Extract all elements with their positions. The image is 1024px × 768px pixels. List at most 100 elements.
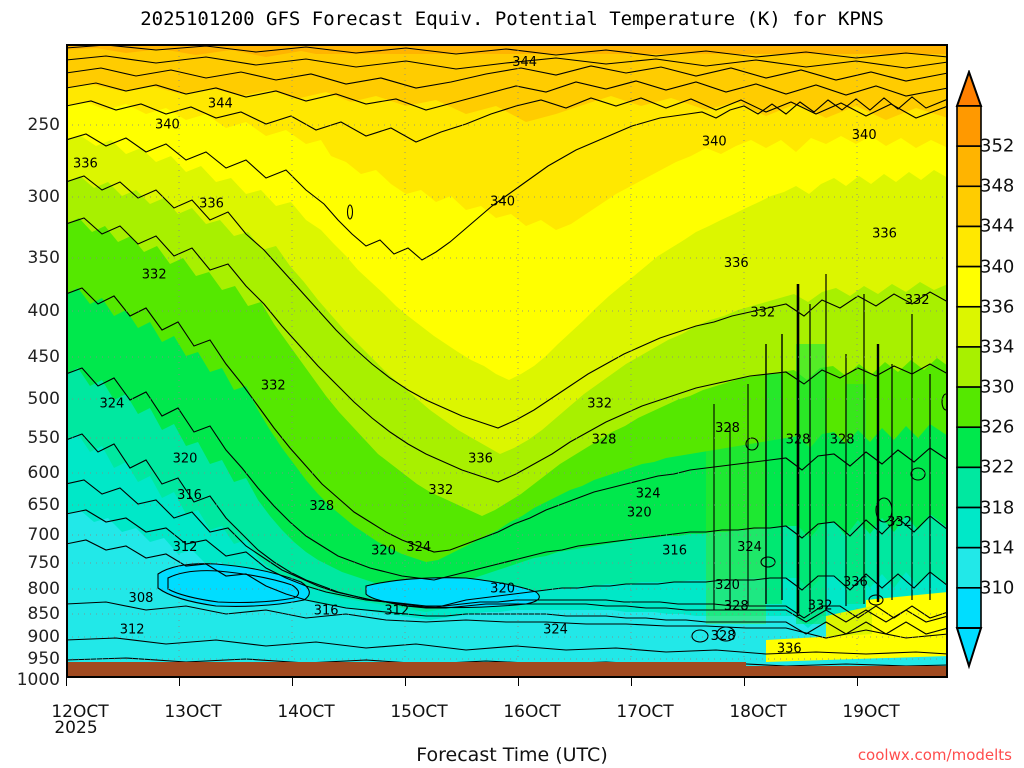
y-tick-250: 250 — [27, 115, 60, 135]
colorbar-svg — [955, 68, 983, 670]
colorbar-band — [956, 587, 982, 629]
contour-label: 320 — [627, 505, 652, 520]
contour-label: 328 — [786, 432, 811, 447]
page-title: 2025101200 GFS Forecast Equiv. Potential… — [140, 8, 884, 30]
contour-label: 340 — [702, 134, 727, 149]
y-tick-950: 950 — [27, 649, 60, 669]
contour-label: 324 — [636, 486, 661, 501]
contour-label: 324 — [543, 623, 568, 638]
contour-label: 336 — [777, 642, 802, 657]
contour-label: 336 — [468, 451, 493, 466]
y-tick-300: 300 — [27, 187, 60, 207]
colorbar-band — [956, 225, 982, 268]
contour-label: 320 — [173, 451, 198, 466]
y-tick-900: 900 — [27, 627, 60, 647]
contour-label: 340 — [852, 128, 877, 143]
x-axis-title: Forecast Time (UTC) — [416, 744, 608, 766]
contour-label: 328 — [715, 421, 740, 436]
contour-plot: 3443443443443403403403403403403403403363… — [66, 44, 948, 678]
contour-label: 320 — [715, 578, 740, 593]
contour-label: 332 — [905, 293, 930, 308]
colorbar-band — [956, 426, 982, 469]
colorbar-tick-label: 334 — [980, 336, 1015, 358]
colorbar-band — [956, 546, 982, 589]
x-tick-13oct: 13OCT — [164, 702, 222, 722]
y-tick-350: 350 — [27, 248, 60, 268]
contour-label: 324 — [406, 540, 431, 555]
contour-label: 332 — [261, 379, 286, 394]
y-axis: 250 300 350 400 450 500 550 600 650 700 … — [0, 0, 60, 768]
contour-label: 328 — [592, 432, 617, 447]
contour-label: 324 — [99, 396, 124, 411]
contour-label: 344 — [208, 96, 233, 111]
x-tick-17oct: 17OCT — [616, 702, 674, 722]
contour-label: 332 — [587, 396, 612, 411]
contour-label: 336 — [73, 157, 98, 172]
contour-label: 332 — [142, 268, 167, 283]
y-tick-450: 450 — [27, 347, 60, 367]
contour-label: 344 — [512, 55, 537, 70]
y-tick-1000: 1000 — [16, 670, 60, 690]
contour-label: 340 — [490, 195, 515, 210]
contour-label: 340 — [155, 117, 180, 132]
grid-lines — [66, 44, 948, 678]
colorbar-band — [956, 506, 982, 549]
colorbar-tick-label: 310 — [980, 577, 1015, 599]
contour-label: 312 — [384, 604, 409, 619]
colorbar-extend-bottom — [955, 627, 983, 670]
contour-svg: 3443443443443403403403403403403403403363… — [66, 44, 948, 678]
colorbar-band — [956, 265, 982, 308]
x-tick-12oct: 12OCT — [51, 702, 109, 722]
colorbar-band — [956, 185, 982, 228]
colorbar-tick-label: 340 — [980, 256, 1015, 278]
contour-label: 328 — [711, 629, 736, 644]
contour-label: 336 — [843, 575, 868, 590]
y-tick-850: 850 — [27, 604, 60, 624]
site-credit: coolwx.com/modelts — [857, 746, 1012, 764]
contour-label: 312 — [120, 623, 145, 638]
contour-label: 324 — [737, 540, 762, 555]
colorbar-extend-top — [955, 68, 983, 107]
y-tick-600: 600 — [27, 463, 60, 483]
colorbar-tick-label: 348 — [980, 175, 1015, 197]
y-tick-700: 700 — [27, 525, 60, 545]
contour-label: 320 — [490, 581, 515, 596]
contour-label: 332 — [887, 515, 912, 530]
colorbar-body — [955, 68, 983, 670]
colorbar-band — [956, 145, 982, 188]
contour-lines — [66, 44, 948, 667]
colorbar-band — [956, 105, 982, 147]
colorbar-tick-label: 330 — [980, 376, 1015, 398]
contour-label: 336 — [724, 256, 749, 271]
y-tick-750: 750 — [27, 553, 60, 573]
x-tick-19oct: 19OCT — [842, 702, 900, 722]
contour-label: 328 — [830, 432, 855, 447]
contour-label: 328 — [309, 499, 334, 514]
colorbar-tick-label: 352 — [980, 135, 1015, 157]
colorbar-tick-label: 322 — [980, 456, 1015, 478]
filled-contour-bands — [66, 44, 948, 678]
right-convective-columns — [706, 344, 866, 624]
contour-label: 316 — [662, 543, 687, 558]
y-tick-400: 400 — [27, 301, 60, 321]
contour-label: 320 — [371, 543, 396, 558]
x-tick-14oct: 14OCT — [277, 702, 335, 722]
contour-label: 332 — [750, 306, 775, 321]
colorbar-band — [956, 466, 982, 509]
x-axis: 12OCT 13OCT 14OCT 15OCT 16OCT 17OCT 18OC… — [0, 696, 1024, 736]
colorbar-tick-label: 318 — [980, 497, 1015, 519]
x-tick-15oct: 15OCT — [390, 702, 448, 722]
contour-label: 316 — [177, 488, 202, 503]
contour-label: 316 — [314, 604, 339, 619]
contour-label: 336 — [199, 197, 224, 212]
colorbar-band — [956, 386, 982, 429]
contour-label: 328 — [724, 599, 749, 614]
contour-label: 308 — [129, 591, 154, 606]
y-tick-550: 550 — [27, 428, 60, 448]
colorbar-tick-label: 326 — [980, 416, 1015, 438]
colorbar-tick-label: 336 — [980, 296, 1015, 318]
y-tick-650: 650 — [27, 495, 60, 515]
colorbar-tick-label: 314 — [980, 537, 1015, 559]
x-tick-18oct: 18OCT — [729, 702, 787, 722]
